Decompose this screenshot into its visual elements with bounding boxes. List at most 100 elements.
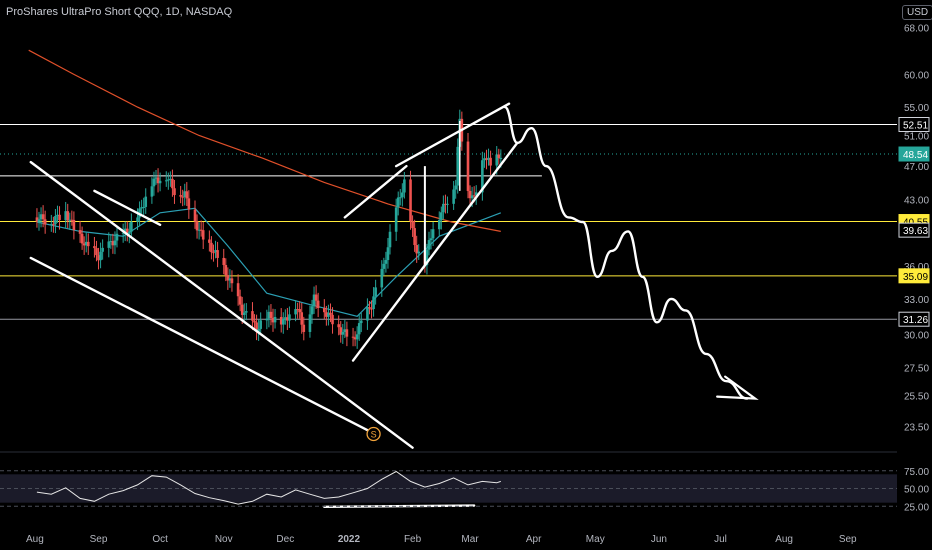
candle-body [93, 246, 96, 249]
candle-body [86, 241, 90, 247]
price-candles [35, 109, 503, 349]
candle-body [156, 177, 160, 184]
candle-body [437, 219, 441, 230]
rsi-tick-label: 50.00 [904, 485, 929, 496]
candle-body [142, 206, 145, 208]
price-tick-label: 27.50 [904, 363, 929, 374]
candle-body [245, 311, 248, 313]
candle-body [413, 228, 416, 246]
candle-body [452, 189, 455, 204]
candle-body [470, 195, 474, 199]
time-tick-label: May [586, 534, 605, 545]
candle-body [366, 307, 369, 321]
candle-body [472, 195, 476, 197]
currency-badge[interactable]: USD [902, 5, 932, 20]
candle-body [351, 336, 355, 338]
candle-body [372, 296, 375, 310]
candle-body [474, 192, 478, 196]
candle-body [339, 327, 343, 335]
candle-body [128, 231, 131, 234]
candle-body [316, 300, 320, 308]
candle-body [456, 146, 460, 186]
price-label-box [898, 222, 930, 238]
candle-body [193, 209, 197, 222]
time-tick-label: Mar [461, 534, 479, 545]
time-axis[interactable]: Aug Sep Oct Nov Dec 2022 Feb Mar Apr May Jun Jul Aug… [26, 534, 857, 545]
rsi-tick-label: 25.00 [904, 502, 929, 513]
candle-body [489, 157, 492, 166]
price-label: 48.54 [903, 150, 928, 161]
price-tick-label: 47.00 [904, 162, 929, 173]
candle-body [394, 207, 398, 232]
candle-body [265, 318, 269, 321]
candle-body [226, 275, 230, 281]
price-label-box [898, 268, 930, 284]
candle-body [384, 260, 388, 264]
candle-body [341, 332, 345, 335]
candle-body [70, 219, 74, 221]
time-tick-label: Feb [404, 534, 422, 545]
candle-body [382, 263, 386, 269]
candle-body [409, 179, 412, 222]
candle-body [495, 154, 499, 166]
time-tick-label: Jun [651, 534, 667, 545]
candle-body [345, 329, 349, 337]
candle-body [427, 240, 431, 250]
candle-body [185, 191, 189, 199]
rsi-tick-label: 75.00 [904, 467, 929, 478]
candle-body [368, 307, 371, 309]
candle-body [240, 304, 244, 315]
price-tick-label: 30.00 [904, 331, 929, 342]
candle-body [109, 241, 113, 243]
candle-body [43, 219, 47, 225]
candle-body [288, 314, 291, 321]
candle-body [41, 214, 45, 220]
candle-body [359, 320, 363, 324]
candle-body [72, 219, 76, 231]
candle-body [111, 241, 115, 246]
candle-body [485, 158, 488, 160]
candle-body [167, 179, 170, 181]
candle-body [386, 247, 390, 261]
price-tick-label: 23.50 [904, 422, 929, 433]
candle-body [195, 221, 199, 231]
candle-body [294, 309, 297, 315]
candle-body [411, 221, 414, 229]
candle-body [35, 217, 39, 222]
time-tick-label: 2022 [338, 534, 361, 545]
candle-body [82, 243, 86, 246]
candle-body [56, 214, 59, 217]
candle-body [396, 197, 400, 208]
trendline-drawing [93, 189, 162, 226]
candle-body [267, 311, 271, 319]
candle-body [216, 250, 219, 258]
rsi-pane: 25.00 50.00 75.00 [0, 451, 929, 513]
projection-end-mark [716, 375, 759, 400]
moving-averages [28, 49, 502, 317]
candle-body [286, 317, 289, 321]
candle-body [355, 334, 359, 340]
candle-body [173, 188, 176, 196]
candle-body [140, 207, 143, 209]
candle-body [331, 314, 334, 325]
trend-drawings [29, 102, 759, 509]
candle-body [314, 294, 318, 301]
candle-body [440, 212, 443, 220]
trendline-drawing [343, 164, 408, 219]
candle-body [201, 230, 205, 240]
candle-body [169, 178, 172, 180]
time-tick-label: Jul [714, 534, 727, 545]
candle-body [497, 154, 501, 159]
time-tick-label: Apr [526, 534, 542, 545]
candle-body [279, 316, 283, 325]
time-tick-label: Sep [90, 534, 108, 545]
price-tick-label: 33.00 [904, 295, 929, 306]
annotation-badge[interactable]: S [366, 426, 381, 442]
trendline-drawing [351, 141, 519, 362]
price-axis[interactable]: 23.50 25.50 27.50 30.00 33.00 36.00 43.00 47.00… [898, 23, 930, 433]
price-tick-label: 43.00 [904, 196, 929, 207]
candle-body [429, 238, 433, 241]
candle-body [125, 228, 129, 234]
candle-body [123, 228, 127, 233]
